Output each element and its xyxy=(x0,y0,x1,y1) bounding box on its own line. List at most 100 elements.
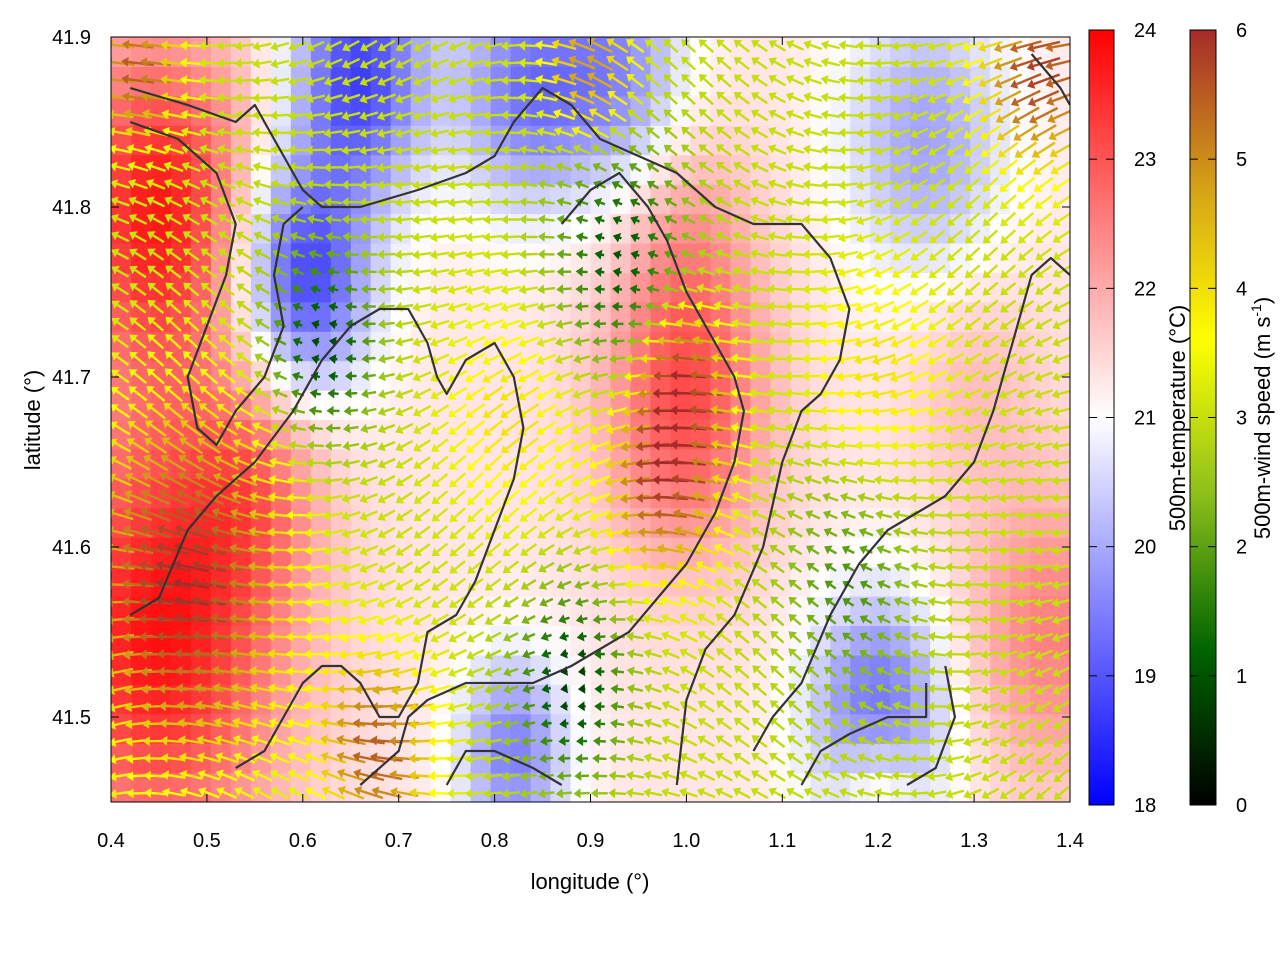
heatmap-cell xyxy=(610,654,632,685)
heatmap-cell xyxy=(490,537,512,568)
heatmap-cell xyxy=(270,537,292,568)
heatmap-cell xyxy=(590,625,612,656)
heatmap-cell xyxy=(790,95,811,126)
heatmap-cell xyxy=(370,390,392,421)
heatmap-cell xyxy=(970,537,991,568)
heatmap-cell xyxy=(790,743,811,774)
heatmap-cell xyxy=(630,772,652,802)
heatmap-cell xyxy=(930,654,951,685)
heatmap-cell xyxy=(1030,301,1051,332)
heatmap-cell xyxy=(950,243,971,273)
heatmap-cell xyxy=(590,537,612,568)
colorbar-tick-label: 20 xyxy=(1134,537,1156,559)
heatmap-cell xyxy=(310,360,332,391)
heatmap-cell xyxy=(610,243,632,273)
heatmap-cell xyxy=(111,301,132,332)
heatmap-cell xyxy=(570,713,592,744)
heatmap-cell xyxy=(170,184,192,215)
heatmap-cell xyxy=(210,566,232,597)
heatmap-cell xyxy=(190,301,212,332)
heatmap-cell xyxy=(250,654,272,685)
temperature-colorbar-label: 500m-temperature (°C) xyxy=(1165,305,1190,531)
heatmap-cell xyxy=(530,184,552,215)
heatmap-cell xyxy=(330,272,352,303)
heatmap-cell xyxy=(990,743,1011,774)
colorbar-tick-label: 24 xyxy=(1134,20,1156,42)
heatmap-cell xyxy=(470,66,492,97)
heatmap-cell xyxy=(1050,154,1070,185)
heatmap-cell xyxy=(950,154,971,185)
heatmap-cell xyxy=(910,566,931,597)
heatmap-cell xyxy=(290,566,312,597)
heatmap-cell xyxy=(830,184,851,215)
heatmap-cell xyxy=(770,95,791,126)
heatmap-cell xyxy=(131,360,152,391)
x-tick-label: 1.1 xyxy=(768,830,796,852)
x-tick-label: 1.3 xyxy=(960,830,988,852)
heatmap-cell xyxy=(510,713,532,744)
heatmap-cell xyxy=(990,654,1011,685)
heatmap-cell xyxy=(650,743,671,774)
heatmap-cell xyxy=(630,243,652,273)
heatmap-cell xyxy=(131,654,152,685)
heatmap-cell xyxy=(950,654,971,685)
heatmap-cell xyxy=(190,625,212,656)
heatmap-cell xyxy=(290,66,312,97)
heatmap-cell xyxy=(450,772,472,802)
heatmap-cell xyxy=(990,625,1011,656)
wind-arrow xyxy=(111,473,133,487)
heatmap-cell xyxy=(830,478,851,509)
heatmap-cell xyxy=(810,566,831,597)
heatmap-cell xyxy=(590,331,612,362)
wind-arrow xyxy=(111,632,135,643)
heatmap-cell xyxy=(830,331,851,362)
heatmap-cell xyxy=(410,272,432,303)
heatmap-cell xyxy=(1050,478,1070,509)
heatmap-cell xyxy=(270,566,292,597)
heatmap-cell xyxy=(131,301,152,332)
wind-speed-label-sup: -1 xyxy=(1248,304,1264,317)
heatmap-cell xyxy=(710,448,731,479)
heatmap-cell xyxy=(830,95,851,126)
wind-arrow xyxy=(111,650,134,661)
heatmap-cell xyxy=(910,66,931,97)
heatmap-cell xyxy=(870,184,891,215)
heatmap-cell xyxy=(810,66,831,97)
wind-arrow xyxy=(111,283,130,296)
heatmap-cell xyxy=(790,566,811,597)
heatmap-cell xyxy=(410,713,432,744)
heatmap-cell xyxy=(770,684,791,715)
heatmap-cell xyxy=(310,654,332,685)
heatmap-cell xyxy=(111,537,132,568)
heatmap-cell xyxy=(730,184,751,215)
heatmap-cell xyxy=(770,566,791,597)
heatmap-cell xyxy=(850,360,871,391)
heatmap-cell xyxy=(550,772,572,802)
heatmap-cell xyxy=(510,184,532,215)
heatmap-cell xyxy=(210,772,232,802)
heatmap-cell xyxy=(230,360,252,391)
heatmap-cell xyxy=(970,66,991,97)
heatmap-cell xyxy=(870,95,891,126)
heatmap-cell xyxy=(870,272,891,303)
heatmap-cell xyxy=(570,566,592,597)
heatmap-cell xyxy=(370,478,392,509)
heatmap-cell xyxy=(710,66,731,97)
heatmap-cell xyxy=(111,154,132,185)
heatmap-cell xyxy=(330,537,352,568)
heatmap-cell xyxy=(370,243,392,273)
heatmap-cell xyxy=(131,625,152,656)
wind-arrow xyxy=(111,109,134,120)
colorbar-tick-label: 21 xyxy=(1134,408,1156,430)
heatmap-cell xyxy=(450,95,472,126)
wind-vectors xyxy=(111,38,1070,800)
heatmap-cell xyxy=(830,743,851,774)
heatmap-cell xyxy=(930,360,951,391)
heatmap-cell xyxy=(930,66,951,97)
heatmap-cell xyxy=(950,537,971,568)
heatmap-cell xyxy=(290,478,312,509)
heatmap-cell xyxy=(1030,478,1051,509)
heatmap-cell xyxy=(490,654,512,685)
heatmap-cell xyxy=(810,743,831,774)
heatmap-cell xyxy=(870,625,891,656)
